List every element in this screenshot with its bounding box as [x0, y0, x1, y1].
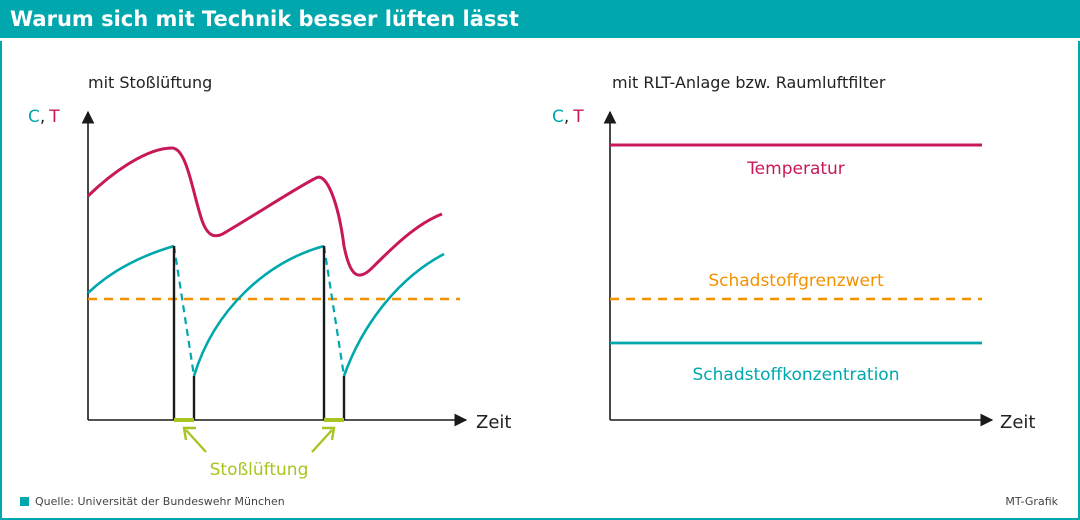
right-temperature-label: Temperatur [746, 159, 845, 179]
right-x-axis-label: Zeit [1000, 412, 1035, 433]
header-bar: Warum sich mit Technik besser lüften läs… [0, 0, 1080, 38]
right-axis-label-t: T [572, 107, 584, 127]
graphic-credit: MT-Grafik [1005, 495, 1058, 508]
left-concentration-segment-2 [192, 244, 325, 377]
right-axis-label-comma: , [564, 107, 569, 127]
right-axis-label-c: C [552, 107, 564, 127]
right-panel: mit RLT-Anlage bzw. Raumluftfilter C, T Z… [552, 73, 1035, 433]
left-concentration-segment-3 [342, 252, 445, 377]
left-temperature-curve [86, 146, 443, 277]
left-axis-label-t: T [48, 107, 60, 127]
header-divider [0, 38, 1080, 41]
left-axis-label-comma: , [40, 107, 45, 127]
left-panel-title: mit Stoßlüftung [88, 73, 212, 92]
left-panel: mit Stoßlüftung C, T Zeit [28, 73, 511, 480]
left-x-axis-label: Zeit [476, 412, 511, 433]
left-concentration-drop-2 [322, 245, 346, 377]
left-concentration-drop-1 [172, 245, 196, 377]
source-text: Quelle: Universität der Bundeswehr Münch… [35, 495, 285, 508]
source-note: Quelle: Universität der Bundeswehr Münch… [20, 495, 285, 508]
left-concentration-segment-1 [87, 244, 175, 294]
right-axis-label: C, T [552, 107, 584, 127]
right-panel-title: mit RLT-Anlage bzw. Raumluftfilter [612, 73, 886, 92]
left-axis-label: C, T [28, 107, 60, 127]
vent-label: Stoßlüftung [210, 460, 309, 480]
source-marker-icon [20, 497, 29, 506]
vent-arrow-1 [182, 426, 207, 453]
right-concentration-label: Schadstoffkonzentration [693, 365, 900, 385]
page-title: Warum sich mit Technik besser lüften läs… [10, 7, 519, 31]
right-threshold-label: Schadstoffgrenzwert [708, 271, 884, 291]
left-axis-label-c: C [28, 107, 40, 127]
vent-arrow-2 [311, 426, 336, 453]
